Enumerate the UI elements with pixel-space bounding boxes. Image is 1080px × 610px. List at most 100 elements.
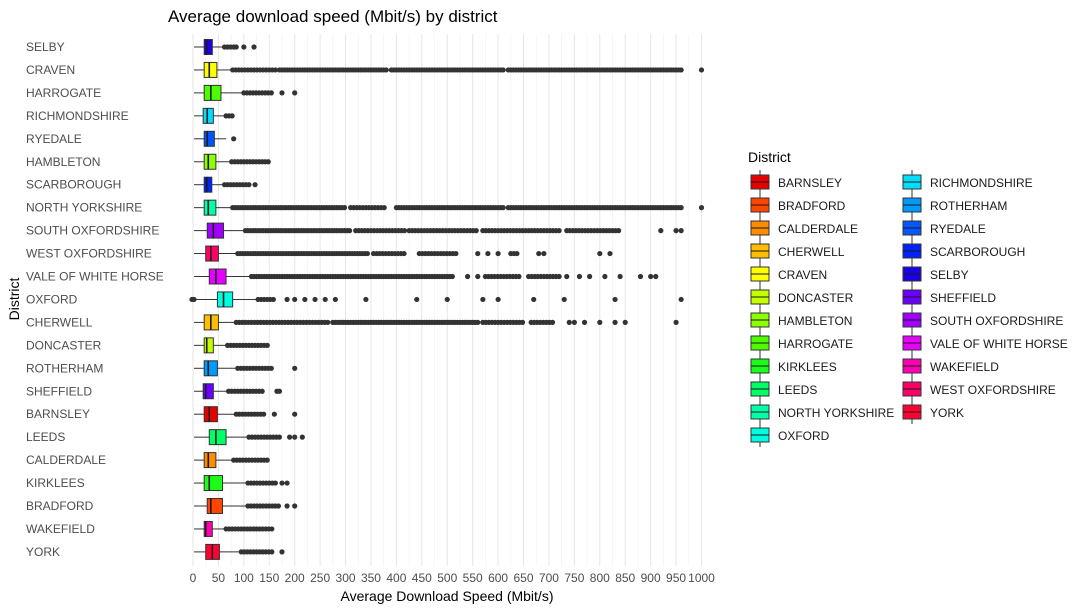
outlier-point: [495, 296, 501, 303]
outlier-point: [617, 273, 623, 280]
legend-item-harrogate: HARROGATE: [750, 331, 853, 355]
outlier-point: [678, 205, 684, 211]
legend-title: District: [748, 149, 791, 165]
legend-item-york: YORK: [902, 400, 964, 424]
y-tick-label: CHERWELL: [26, 315, 93, 329]
outlier-point: [332, 296, 338, 303]
outlier-point: [678, 296, 684, 303]
legend-label: BARNSLEY: [778, 176, 842, 190]
x-tick-label: 850: [615, 571, 635, 585]
legend-label: OXFORD: [778, 429, 830, 443]
outlier-point: [284, 503, 290, 509]
box-series: [189, 39, 705, 560]
legend-label: HARROGATE: [778, 337, 853, 351]
legend-item-vale-of-white-horse: VALE OF WHITE HORSE: [902, 331, 1068, 355]
outlier-point: [556, 273, 562, 280]
x-tick-label: 150: [259, 571, 279, 585]
outlier-point: [322, 296, 328, 303]
outlier-point: [556, 228, 562, 234]
outlier-point: [475, 319, 481, 325]
x-tick-label: 1000: [688, 571, 715, 585]
box-iqr: [202, 383, 214, 400]
legend-item-north-yorkshire: NORTH YORKSHIRE: [750, 400, 894, 424]
outlier-point: [622, 319, 628, 325]
legend-label: VALE OF WHITE HORSE: [930, 337, 1068, 351]
box-doncaster: [194, 337, 270, 354]
x-tick-label: 700: [539, 571, 559, 585]
outlier-point: [658, 228, 664, 234]
outlier-point: [246, 182, 252, 188]
outlier-point: [571, 319, 577, 325]
x-tick-label: 0: [190, 571, 197, 585]
outlier-point: [347, 228, 353, 234]
box-south-oxfordshire: [194, 222, 684, 239]
x-tick-label: 250: [310, 571, 330, 585]
box-hambleton: [194, 153, 271, 170]
x-tick-label: 300: [336, 571, 356, 585]
y-tick-label: ROTHERHAM: [26, 361, 103, 375]
legend-item-wakefield: WAKEFIELD: [902, 354, 999, 378]
box-wakefield: [194, 520, 275, 537]
y-tick-label: VALE OF WHITE HORSE: [26, 270, 164, 284]
legend-item-sheffield: SHEFFIELD: [902, 285, 996, 309]
outlier-point: [264, 457, 270, 463]
outlier-point: [364, 250, 371, 257]
box-iqr: [203, 176, 213, 193]
box-iqr: [203, 199, 217, 216]
outlier-point: [475, 250, 481, 257]
box-iqr: [205, 245, 219, 262]
box-leeds: [194, 429, 305, 446]
outlier-point: [698, 67, 705, 73]
legend-label: SOUTH OXFORDSHIRE: [930, 314, 1063, 328]
outlier-point: [581, 319, 588, 325]
outlier-point: [252, 182, 258, 188]
outlier-point: [275, 503, 282, 509]
outlier-point: [653, 273, 659, 280]
box-iqr: [203, 520, 213, 537]
outlier-point: [292, 365, 298, 371]
outlier-point: [272, 480, 278, 486]
outlier-point: [233, 44, 239, 50]
y-tick-label: SCARBOROUGH: [26, 178, 121, 192]
y-tick-label: LEEDS: [26, 430, 65, 444]
outlier-point: [549, 319, 556, 325]
legend-item-south-oxfordshire: SOUTH OXFORDSHIRE: [902, 308, 1063, 332]
outlier-point: [602, 273, 608, 280]
y-tick-label: WEST OXFORDSHIRE: [26, 247, 152, 261]
box-cherwell: [194, 314, 679, 331]
outlier-point: [264, 342, 270, 348]
y-tick-label: SELBY: [26, 40, 65, 54]
legend-label: BRADFORD: [778, 199, 846, 213]
outlier-point: [191, 296, 197, 303]
legend-label: WEST OXFORDSHIRE: [930, 383, 1056, 397]
y-tick-label: RICHMONDSHIRE: [26, 109, 129, 123]
box-oxford: [189, 291, 684, 308]
outlier-point: [401, 250, 407, 257]
outlier-point: [312, 296, 318, 303]
legend-label: KIRKLEES: [778, 360, 837, 374]
x-tick-label: 900: [641, 571, 661, 585]
legend-item-cherwell: CHERWELL: [750, 239, 845, 263]
outlier-point: [276, 388, 283, 394]
legend: District BARNSLEY BRADFORD CALDERDALE CHERW…: [748, 149, 1068, 447]
y-tick-label: BRADFORD: [26, 499, 94, 513]
y-tick-label: HARROGATE: [26, 86, 101, 100]
outlier-point: [265, 159, 271, 165]
legend-item-rotherham: ROTHERHAM: [902, 193, 1007, 217]
outlier-point: [514, 250, 520, 257]
outlier-point: [464, 273, 471, 280]
box-iqr: [216, 291, 234, 308]
outlier-point: [587, 273, 593, 280]
box-barnsley: [194, 406, 298, 423]
legend-item-kirklees: KIRKLEES: [750, 354, 837, 378]
box-iqr: [208, 268, 227, 285]
outlier-point: [261, 411, 267, 417]
legend-item-bradford: BRADFORD: [750, 193, 846, 217]
box-kirklees: [194, 475, 290, 492]
box-rotherham: [194, 360, 298, 377]
legend-label: CRAVEN: [778, 268, 827, 282]
outlier-point: [566, 319, 572, 325]
outlier-point: [616, 228, 622, 234]
y-tick-label: DONCASTER: [26, 338, 102, 352]
